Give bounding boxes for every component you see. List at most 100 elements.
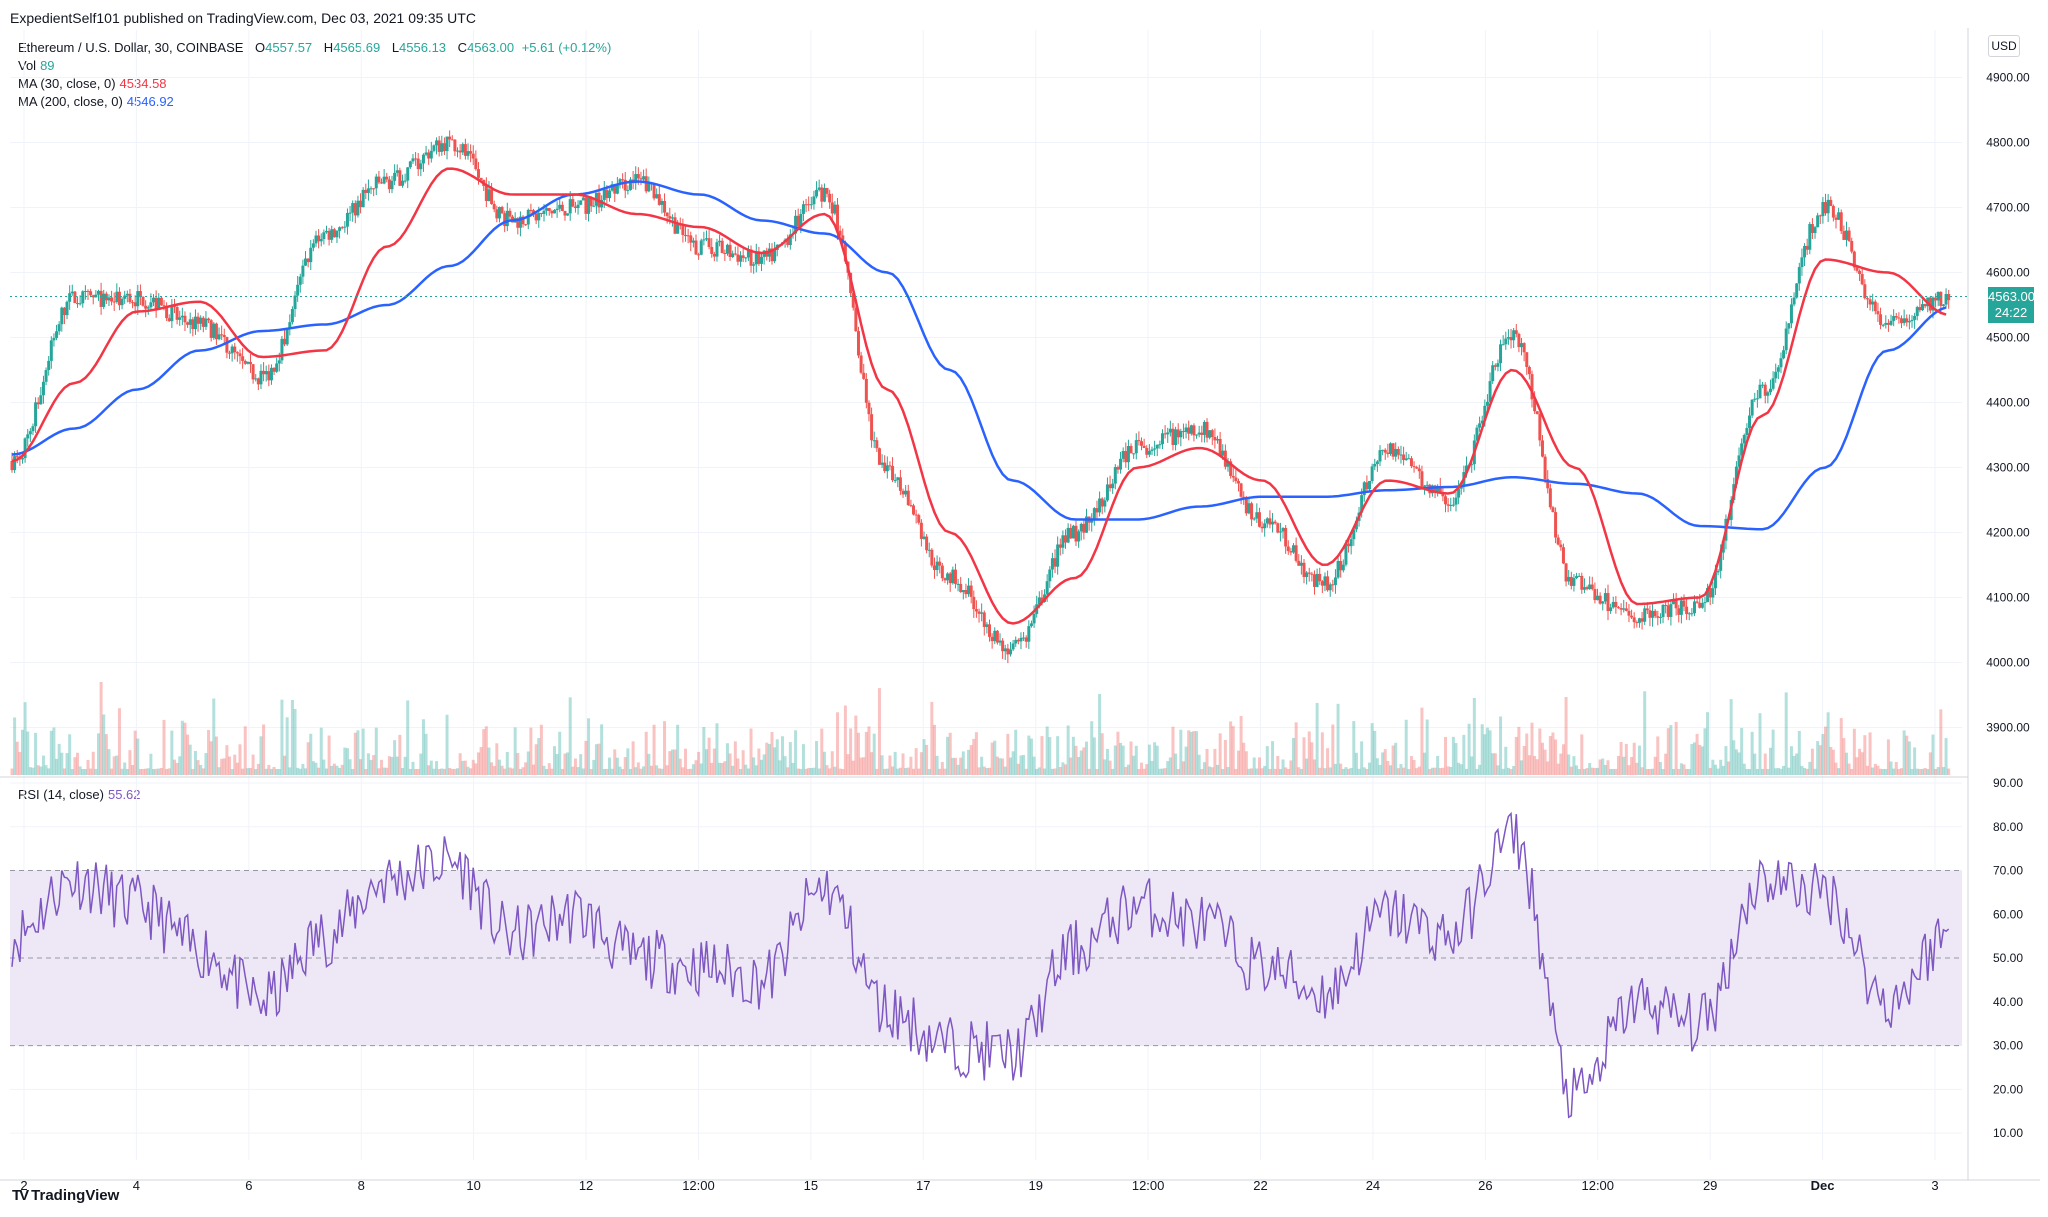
- volume-bar: [731, 765, 735, 775]
- candle-body: [1257, 512, 1261, 527]
- volume-bar: [1611, 768, 1615, 775]
- ma200-legend[interactable]: MA (200, close, 0) 4546.92: [18, 93, 174, 111]
- candle-body: [1247, 503, 1251, 514]
- volume-bar: [1616, 755, 1620, 775]
- volume-bar: [623, 757, 627, 775]
- volume-bar: [437, 768, 441, 775]
- candle-body: [812, 196, 816, 205]
- volume-bar: [1417, 766, 1421, 775]
- volume-bar: [668, 751, 672, 775]
- candle-body: [1567, 576, 1571, 582]
- candle-body: [1171, 428, 1175, 445]
- volume-bar: [833, 766, 837, 775]
- candle-body: [1265, 518, 1269, 524]
- candle-body: [1582, 587, 1586, 590]
- candle-body: [1585, 587, 1589, 590]
- candle-body: [421, 154, 425, 164]
- candle-body: [1396, 448, 1400, 455]
- volume-bar: [681, 767, 685, 775]
- candle-body: [1320, 581, 1324, 586]
- candle-body: [1637, 618, 1641, 623]
- volume-bar: [948, 732, 952, 775]
- volume-bar: [10, 768, 14, 775]
- volume-bar: [1596, 767, 1600, 775]
- candle-body: [702, 239, 706, 241]
- volume-bar: [1829, 746, 1833, 775]
- volume-bar: [1231, 726, 1235, 775]
- volume-bar: [191, 768, 195, 775]
- candle-body: [836, 204, 840, 231]
- candle-body: [885, 465, 889, 472]
- volume-bar: [1184, 746, 1188, 775]
- candle-body: [867, 402, 871, 415]
- candle-body: [89, 291, 93, 296]
- volume-bar: [1336, 703, 1340, 775]
- volume-bar: [877, 688, 881, 775]
- volume-bar: [1368, 762, 1372, 775]
- volume-bar: [267, 764, 271, 775]
- volume-bar: [935, 755, 939, 775]
- candle-body: [83, 290, 87, 292]
- candle-body: [76, 303, 80, 305]
- candle-body: [534, 213, 538, 221]
- candle-body: [395, 170, 399, 173]
- volume-bar: [497, 759, 501, 775]
- volume-legend[interactable]: Vol 89: [18, 57, 55, 75]
- volume-bar: [770, 731, 774, 775]
- candle-body: [497, 207, 501, 219]
- candle-body: [463, 144, 467, 156]
- candle-body: [573, 206, 577, 208]
- candle-body: [47, 360, 51, 371]
- candle-body: [1742, 435, 1746, 444]
- candle-body: [1543, 456, 1547, 480]
- tradingview-logo[interactable]: TV TradingView: [12, 1187, 119, 1204]
- volume-bar: [1918, 768, 1922, 775]
- candle-body: [235, 352, 239, 354]
- candle-body: [1006, 648, 1010, 655]
- ma30-legend[interactable]: MA (30, close, 0) 4534.58: [18, 75, 167, 93]
- candle-body: [1129, 446, 1133, 454]
- volume-bar: [52, 727, 56, 775]
- rsi-line: [11, 811, 1950, 1119]
- candle-body: [1596, 595, 1600, 601]
- volume-bar: [296, 767, 300, 775]
- volume-bar: [786, 767, 790, 775]
- candle-body: [1540, 440, 1544, 457]
- candle-body: [1501, 344, 1505, 346]
- volume-bar: [317, 767, 321, 775]
- volume-bar: [961, 751, 965, 775]
- candle-body: [424, 152, 428, 155]
- volume-bar: [1774, 768, 1778, 775]
- candle-body: [613, 184, 617, 194]
- volume-bar: [62, 768, 66, 775]
- candle-body: [157, 297, 161, 309]
- time-tick-label: 15: [804, 1178, 818, 1193]
- volume-bar: [136, 738, 140, 775]
- candle-body: [1475, 427, 1479, 441]
- high-value: 4565.69: [333, 40, 381, 55]
- volume-bar: [1813, 768, 1817, 775]
- currency-button[interactable]: USD: [1988, 35, 2020, 57]
- volume-bar: [1703, 728, 1707, 775]
- symbol-title[interactable]: Ethereum / U.S. Dollar, 30, COINBASE: [18, 40, 244, 55]
- candle-body: [272, 367, 276, 372]
- volume-bar: [1412, 759, 1416, 775]
- volume-bar: [1011, 751, 1015, 775]
- candle-body: [1092, 508, 1096, 520]
- candle-body: [676, 224, 680, 234]
- price-tick-label: 4400.00: [1986, 396, 2030, 410]
- candle-body: [414, 158, 418, 160]
- candle-body: [904, 490, 908, 495]
- candle-body: [348, 212, 352, 214]
- candle-body: [710, 246, 714, 254]
- volume-bar: [655, 765, 659, 775]
- volume-bar: [1378, 764, 1382, 775]
- volume-bar: [1210, 767, 1214, 775]
- rsi-legend[interactable]: RSI (14, close) 55.62: [18, 786, 141, 804]
- volume-bar: [1236, 750, 1240, 775]
- volume-bar: [647, 753, 651, 775]
- candle-body: [393, 172, 397, 181]
- volume-bar: [1391, 745, 1395, 775]
- candle-body: [728, 244, 732, 257]
